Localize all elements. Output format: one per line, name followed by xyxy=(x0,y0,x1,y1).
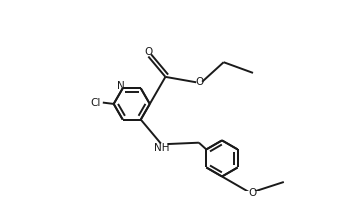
Text: N: N xyxy=(117,81,124,91)
Text: O: O xyxy=(249,188,257,198)
Text: Cl: Cl xyxy=(91,98,101,108)
Text: NH: NH xyxy=(154,143,170,153)
Text: O: O xyxy=(144,47,153,57)
Text: O: O xyxy=(195,77,204,87)
